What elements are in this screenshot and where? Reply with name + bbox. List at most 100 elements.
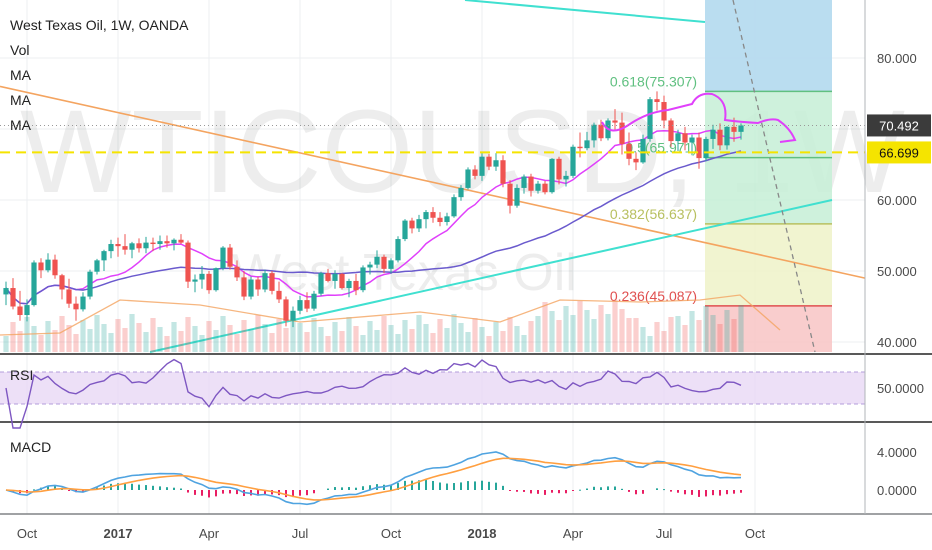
candle-body [535, 183, 541, 191]
moving-average-short [5, 129, 742, 305]
macd-histogram-bar [397, 483, 399, 490]
volume-bar [626, 318, 632, 352]
macd-histogram-bar [621, 488, 623, 490]
last-price-badge-text: 70.492 [879, 118, 919, 133]
macd-histogram-bar [187, 490, 189, 493]
macd-histogram-bar [152, 485, 154, 490]
candle-body [570, 146, 576, 176]
macd-histogram-bar [334, 487, 336, 490]
candle-body [493, 160, 499, 167]
macd-histogram-bar [54, 486, 56, 490]
candle-body [514, 187, 520, 206]
candle-body [395, 239, 401, 261]
volume-bar [388, 325, 394, 352]
volume-bar [241, 320, 247, 352]
candle [675, 129, 681, 152]
candle [598, 119, 604, 142]
candle [115, 237, 121, 257]
volume-bar [409, 329, 415, 352]
candle-body [381, 256, 387, 269]
candle-body [10, 288, 16, 307]
volume-bar [213, 330, 219, 352]
candle-body [388, 260, 394, 269]
volume-bar [717, 324, 723, 352]
candle [318, 271, 324, 296]
macd-histogram-bar [474, 481, 476, 490]
candle [682, 126, 688, 151]
volume-bar [416, 315, 422, 352]
macd-histogram-bar [481, 480, 483, 490]
candle-body [682, 133, 688, 143]
candle-body [129, 243, 135, 250]
time-axis-tick: Apr [563, 526, 584, 541]
candle-body [262, 273, 268, 290]
volume-bar [731, 319, 737, 352]
candle-body [724, 126, 730, 146]
candle-body [409, 220, 415, 229]
candle-body [437, 217, 443, 223]
candle [514, 184, 520, 208]
volume-bar [654, 322, 660, 352]
macd-histogram-bar [446, 483, 448, 490]
macd-histogram-bar [593, 486, 595, 490]
candle [381, 254, 387, 274]
candle [332, 270, 338, 289]
macd-histogram-bar [327, 488, 329, 490]
macd-histogram-bar [425, 480, 427, 490]
candle [262, 269, 268, 293]
candle [234, 260, 240, 281]
macd-histogram-bar [299, 490, 301, 496]
candle [738, 123, 744, 140]
candle-body [696, 137, 702, 159]
candle-body [423, 212, 429, 220]
fib-level-label: 0.236(45.087) [610, 288, 697, 304]
candle [710, 124, 716, 149]
candle-body [451, 197, 457, 217]
volume-bar [486, 336, 492, 352]
volume-bar [430, 333, 436, 352]
macd-axis-tick: 4.0000 [877, 445, 917, 460]
candle [584, 131, 590, 151]
macd-label: MACD [10, 439, 51, 455]
candle-body [339, 273, 345, 289]
macd-histogram-bar [432, 480, 434, 490]
volume-bar [318, 327, 324, 352]
candle-body [731, 126, 737, 132]
macd-histogram-bar [523, 490, 525, 492]
candle-body [584, 140, 590, 149]
macd-histogram-bar [222, 490, 224, 494]
candle [304, 292, 310, 313]
pattern-outline [601, 92, 797, 143]
candle-body [276, 290, 282, 300]
candle [703, 136, 709, 161]
volume-bar [101, 324, 107, 352]
candle [185, 240, 191, 289]
candle [612, 109, 618, 130]
volume-bar [668, 317, 674, 352]
time-axis-tick: 2017 [104, 526, 133, 541]
volume-bar [10, 322, 16, 352]
candle [248, 276, 254, 300]
candle-body [73, 303, 79, 310]
volume-bar [192, 326, 198, 352]
macd-histogram-bar [600, 487, 602, 490]
volume-bar [94, 315, 100, 352]
macd-histogram-bar [341, 487, 343, 490]
macd-histogram-bar [82, 490, 84, 493]
volume-bar [353, 326, 359, 352]
candle-body [444, 216, 450, 223]
candle [325, 268, 331, 283]
candle [220, 246, 226, 271]
volume-bar [556, 320, 562, 352]
candle-body [24, 305, 30, 316]
macd-histogram-bar [236, 490, 238, 495]
candle [192, 274, 198, 293]
volume-bar [227, 325, 233, 352]
macd-histogram-bar [145, 485, 147, 490]
candle-body [199, 273, 205, 280]
candle [647, 97, 653, 142]
candle [164, 235, 170, 248]
candle [255, 276, 261, 296]
